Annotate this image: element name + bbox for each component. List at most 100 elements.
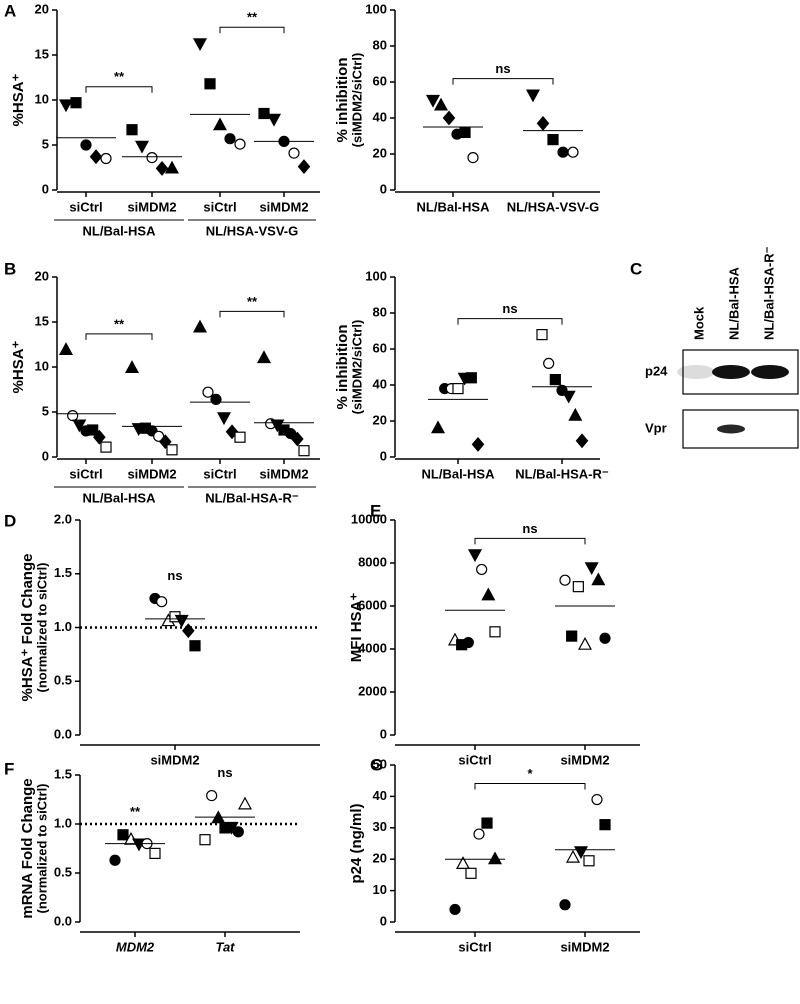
data-point <box>72 419 87 433</box>
data-point <box>566 630 578 642</box>
data-point <box>117 829 129 841</box>
x-tick-label: siMDM2 <box>150 752 199 767</box>
data-point <box>577 636 593 650</box>
y-axis-label: %HSA⁺ <box>10 340 27 393</box>
significance-bracket <box>452 78 554 85</box>
y-tick-label: 1.5 <box>54 766 72 781</box>
y-tick-label: 0.5 <box>54 864 72 879</box>
data-point <box>459 126 471 139</box>
data-point <box>80 139 92 151</box>
significance-label: ** <box>247 294 258 309</box>
data-point <box>216 412 232 426</box>
data-point <box>297 159 311 175</box>
y-axis-label: mRNA Fold Change <box>19 778 36 918</box>
data-point <box>204 78 216 90</box>
data-point <box>134 140 150 154</box>
data-point <box>547 134 559 146</box>
data-point <box>481 587 496 601</box>
y-tick-label: 20 <box>35 1 49 16</box>
y-tick-label: 2000 <box>358 683 387 698</box>
panel-label: E <box>370 501 381 520</box>
row-label: p24 <box>645 363 668 378</box>
x-tick-label: NL/Bal-HSA <box>422 466 496 481</box>
panel-label: F <box>4 759 14 778</box>
y-tick-label: 0 <box>380 726 387 741</box>
y-tick-label: 0 <box>42 181 49 196</box>
y-tick-label: 100 <box>365 268 387 283</box>
y-tick-label: 0 <box>380 913 387 928</box>
y-tick-label: 10 <box>373 882 387 897</box>
data-point <box>465 372 477 384</box>
data-point <box>557 146 569 158</box>
data-point <box>471 436 485 452</box>
x-tick-label: siCtrl <box>203 466 236 481</box>
x-tick-label: siMDM2 <box>127 199 176 214</box>
y-tick-label: 5 <box>42 403 49 418</box>
y-tick-label: 8000 <box>358 554 387 569</box>
data-point <box>455 856 471 870</box>
data-point <box>599 819 611 831</box>
data-point <box>100 152 112 165</box>
data-point <box>591 572 606 586</box>
significance-bracket <box>457 318 563 325</box>
data-point <box>182 623 195 639</box>
y-axis-label: MFI HSA⁺ <box>348 593 365 663</box>
data-point <box>565 849 581 863</box>
x-tick-label: siMDM2 <box>127 466 176 481</box>
x-tick-label: NL/Bal-HSA <box>417 199 491 214</box>
data-point <box>575 433 589 449</box>
data-point <box>298 445 310 457</box>
data-point <box>489 626 501 638</box>
blot-band <box>751 365 789 379</box>
y-tick-label: 15 <box>35 313 49 328</box>
x-tick-label: NL/HSA-VSV-G <box>507 199 599 214</box>
data-point <box>67 410 79 422</box>
data-point <box>465 867 477 879</box>
data-point <box>591 793 603 806</box>
y-axis-label: (normalized to siCtrl) <box>34 562 49 692</box>
y-tick-label: 4000 <box>358 640 387 655</box>
data-point <box>224 133 236 145</box>
y-tick-label: 1.0 <box>54 619 72 634</box>
group-label: NL/Bal-HSA <box>83 223 157 238</box>
data-point <box>164 160 180 174</box>
x-tick-label: NL/Bal-HSA-R⁻ <box>515 466 609 481</box>
y-axis-label: (normalized to siCtrl) <box>34 783 49 913</box>
data-point <box>234 431 246 443</box>
panel-label: A <box>4 1 16 20</box>
data-point <box>452 383 464 395</box>
data-point <box>156 596 168 608</box>
data-point <box>442 110 456 126</box>
significance-label: ns <box>495 61 510 76</box>
data-point <box>559 574 571 586</box>
data-point <box>549 374 561 386</box>
y-tick-label: 60 <box>373 73 387 88</box>
significance-bracket <box>474 537 586 545</box>
y-axis-label: % inhibition <box>334 325 351 410</box>
significance-label: ** <box>247 10 258 25</box>
y-tick-label: 100 <box>365 1 387 16</box>
data-point <box>166 444 178 456</box>
y-tick-label: 20 <box>35 268 49 283</box>
blot-band <box>712 365 750 379</box>
data-point <box>210 393 222 405</box>
group-label: NL/Bal-HSA <box>83 490 157 505</box>
data-point <box>70 97 82 109</box>
data-point <box>449 903 461 916</box>
x-tick-label: siCtrl <box>458 752 491 767</box>
significance-bracket <box>85 86 153 93</box>
blot-band <box>677 365 715 379</box>
data-point <box>146 152 158 164</box>
x-tick-label: Tat <box>215 939 235 954</box>
y-tick-label: 15 <box>35 46 49 61</box>
data-point <box>232 826 244 838</box>
x-tick-label: siMDM2 <box>560 939 609 954</box>
y-tick-label: 10 <box>35 91 49 106</box>
data-point <box>433 97 449 111</box>
x-tick-label: siMDM2 <box>259 466 308 481</box>
data-point <box>258 107 270 120</box>
data-point <box>149 847 161 860</box>
data-point <box>93 429 106 445</box>
y-tick-label: 20 <box>373 851 387 866</box>
panel-label: B <box>4 259 16 278</box>
